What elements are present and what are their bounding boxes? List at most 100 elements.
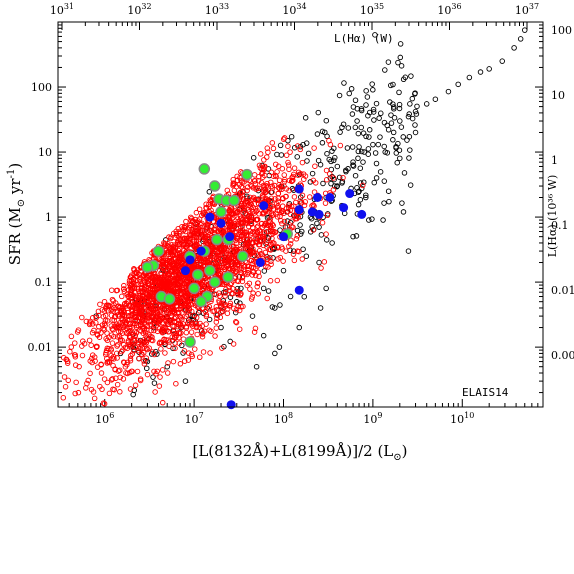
black-point [297, 222, 303, 228]
red-point [160, 314, 166, 321]
black-point [323, 285, 329, 292]
black-point [477, 69, 484, 75]
red-point [281, 135, 288, 141]
red-point [216, 290, 222, 296]
red-point [256, 233, 262, 240]
black-point [320, 180, 326, 187]
red-point [143, 333, 149, 339]
red-point [279, 203, 286, 209]
red-point [299, 192, 306, 199]
red-point [330, 175, 337, 181]
red-point [246, 213, 253, 220]
red-point [215, 228, 221, 235]
red-point [170, 358, 177, 365]
red-point [173, 332, 180, 339]
red-point [85, 377, 91, 384]
red-point [74, 329, 81, 335]
red-point [108, 346, 114, 352]
red-point [323, 176, 330, 183]
red-point [274, 244, 281, 250]
red-point [188, 351, 195, 358]
red-point [104, 337, 111, 344]
red-point [280, 258, 286, 264]
right-tick-label: 10 [551, 89, 565, 102]
green-point [195, 295, 207, 308]
red-point [259, 195, 265, 201]
red-point [185, 357, 192, 363]
red-point [171, 328, 177, 335]
red-point [91, 395, 98, 402]
black-point [363, 88, 369, 94]
red-point [114, 381, 121, 388]
red-point [156, 318, 163, 325]
red-point [101, 308, 108, 314]
red-point [248, 214, 255, 220]
red-point [80, 338, 86, 344]
red-point [159, 329, 166, 336]
red-point [200, 263, 207, 269]
red-point [178, 279, 184, 286]
red-point [260, 242, 267, 249]
red-point [149, 334, 155, 340]
red-point [280, 208, 286, 215]
red-point [247, 228, 254, 235]
red-point [154, 368, 160, 375]
black-point [352, 172, 359, 179]
red-point [119, 293, 125, 300]
red-point [123, 300, 130, 307]
black-point [432, 96, 439, 102]
red-point [65, 377, 71, 384]
red-point [177, 314, 184, 320]
black-point [390, 101, 396, 107]
black-point [317, 305, 324, 311]
green-point [208, 276, 221, 288]
red-point [282, 176, 288, 183]
red-point [261, 167, 267, 173]
green-point [222, 271, 234, 283]
red-point [144, 279, 150, 285]
blue-point [196, 246, 206, 256]
black-point [381, 200, 387, 206]
red-point [127, 386, 134, 392]
black-point [348, 86, 355, 92]
black-point [345, 125, 352, 131]
red-point [281, 172, 288, 178]
red-point [203, 311, 210, 318]
red-point [248, 183, 255, 189]
black-point [381, 143, 387, 150]
red-point [136, 318, 142, 325]
black-point [370, 87, 376, 93]
red-point [222, 290, 229, 296]
green-point [215, 206, 227, 218]
black-point [350, 233, 356, 240]
black-point [365, 151, 372, 157]
red-point [183, 300, 190, 307]
black-point [323, 237, 330, 243]
red-point [301, 176, 307, 182]
red-point [291, 194, 298, 200]
red-point [176, 340, 183, 346]
black-point [397, 54, 404, 61]
red-point [281, 178, 288, 185]
red-point [217, 252, 224, 258]
red-point [152, 389, 158, 395]
red-point [285, 143, 291, 149]
red-point [241, 205, 248, 211]
black-point [336, 92, 343, 99]
red-point [175, 262, 181, 269]
red-point [118, 328, 124, 335]
red-point [132, 382, 139, 389]
red-point [286, 166, 292, 173]
black-point [360, 130, 367, 136]
black-point [396, 101, 403, 108]
red-point [259, 210, 266, 217]
red-point [263, 263, 269, 270]
red-point [93, 343, 100, 350]
red-point [232, 270, 238, 276]
red-point [91, 354, 98, 360]
black-point [377, 134, 383, 140]
red-point [229, 210, 235, 217]
red-point [270, 211, 277, 218]
red-point [287, 211, 294, 218]
black-point [341, 80, 347, 86]
